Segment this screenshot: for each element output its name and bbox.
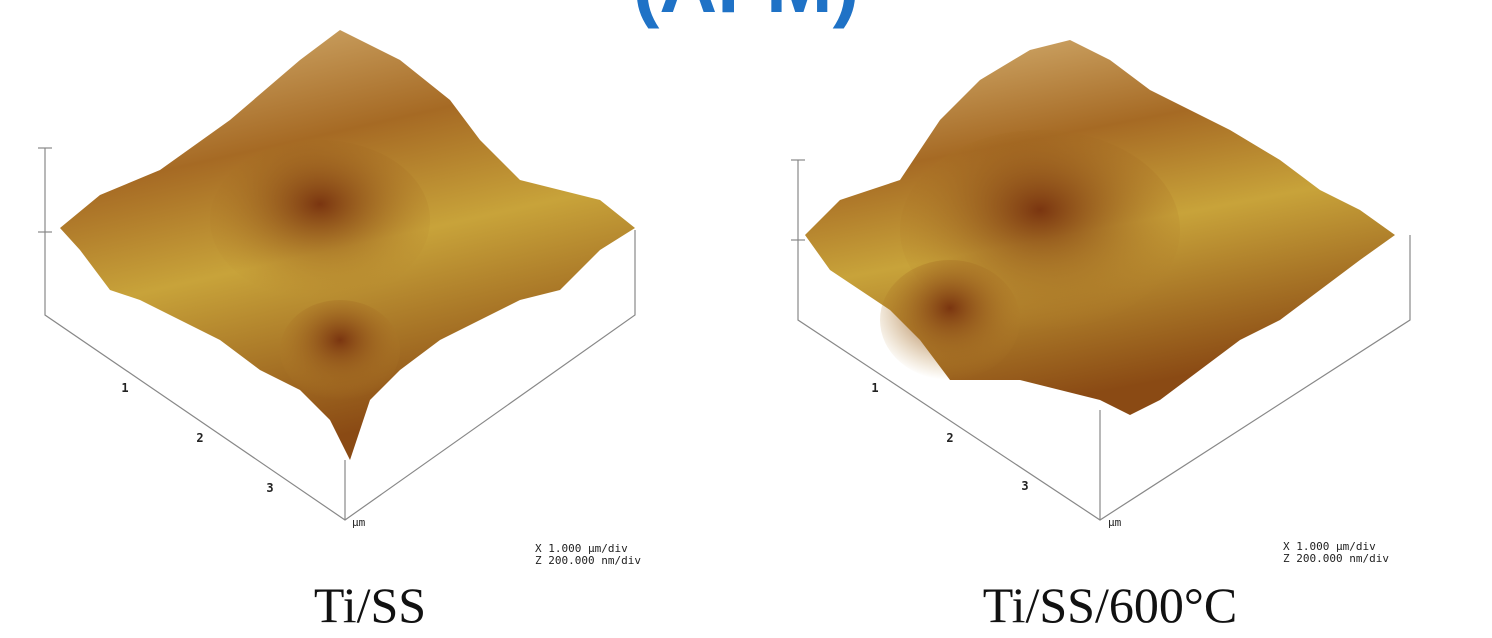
axis-tick-label: 2 (946, 431, 953, 445)
axis-tick-label: 2 (196, 431, 203, 445)
axis-tick-label: 3 (1021, 479, 1028, 493)
axis-tick-label: 1 (871, 381, 878, 395)
scale-label: Z 200.000 nm/div (1283, 552, 1389, 565)
afm-panel: 1 2 3 µm X 1.000 µm/div Z 200.000 nm/div… (791, 40, 1410, 633)
surface-shading (280, 300, 400, 400)
slide-title: (AFM) (633, 0, 860, 29)
slide: (AFM) 1 2 3 µm X 1.000 µm/div Z 200.000 … (0, 0, 1492, 638)
caption: Ti/SS/600°C (983, 577, 1237, 633)
caption: Ti/SS (314, 577, 426, 633)
axis-unit: µm (352, 516, 366, 529)
afm-panel: 1 2 3 µm X 1.000 µm/div Z 200.000 nm/div… (38, 30, 641, 633)
axis-tick-label: 3 (266, 481, 273, 495)
surface-shading (880, 260, 1020, 380)
scale-label: Z 200.000 nm/div (535, 554, 641, 567)
surface-shading (210, 140, 430, 300)
axis-tick-label: 1 (121, 381, 128, 395)
axis-unit: µm (1108, 516, 1122, 529)
